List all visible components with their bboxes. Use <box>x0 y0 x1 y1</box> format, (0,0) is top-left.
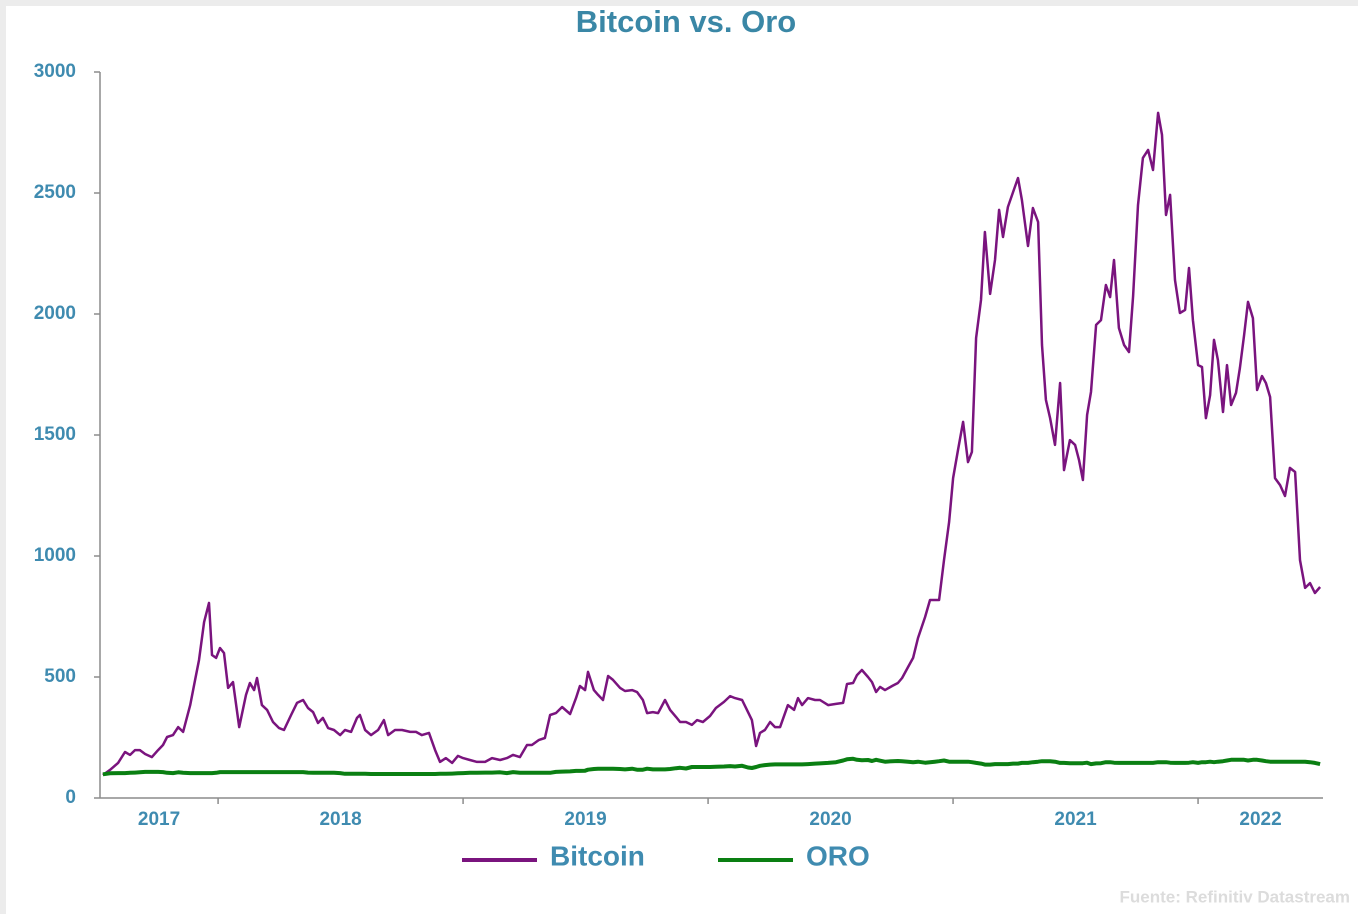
x-tick-label: 2017 <box>138 809 180 830</box>
chart-title: Bitcoin vs. Oro <box>576 4 796 39</box>
y-tick-label: 1000 <box>34 545 76 566</box>
y-tick-label: 500 <box>44 666 76 687</box>
series-line <box>102 756 1321 777</box>
y-tick-label: 2500 <box>34 182 76 203</box>
source-note: Fuente: Refinitiv Datastream <box>1120 887 1351 906</box>
legend-label: ORO <box>806 840 870 871</box>
legend-label: Bitcoin <box>550 840 645 871</box>
y-tick-label: 1500 <box>34 424 76 445</box>
series-line <box>102 111 1322 777</box>
x-tick-label: 2020 <box>809 809 851 830</box>
x-tick-label: 2019 <box>564 809 606 830</box>
x-tick-label: 2018 <box>319 809 361 830</box>
x-tick-label: 2022 <box>1239 809 1281 830</box>
y-tick-label: 3000 <box>34 61 76 82</box>
y-tick-label: 2000 <box>34 303 76 324</box>
y-tick-label: 0 <box>65 787 76 808</box>
x-tick-label: 2021 <box>1054 809 1097 830</box>
